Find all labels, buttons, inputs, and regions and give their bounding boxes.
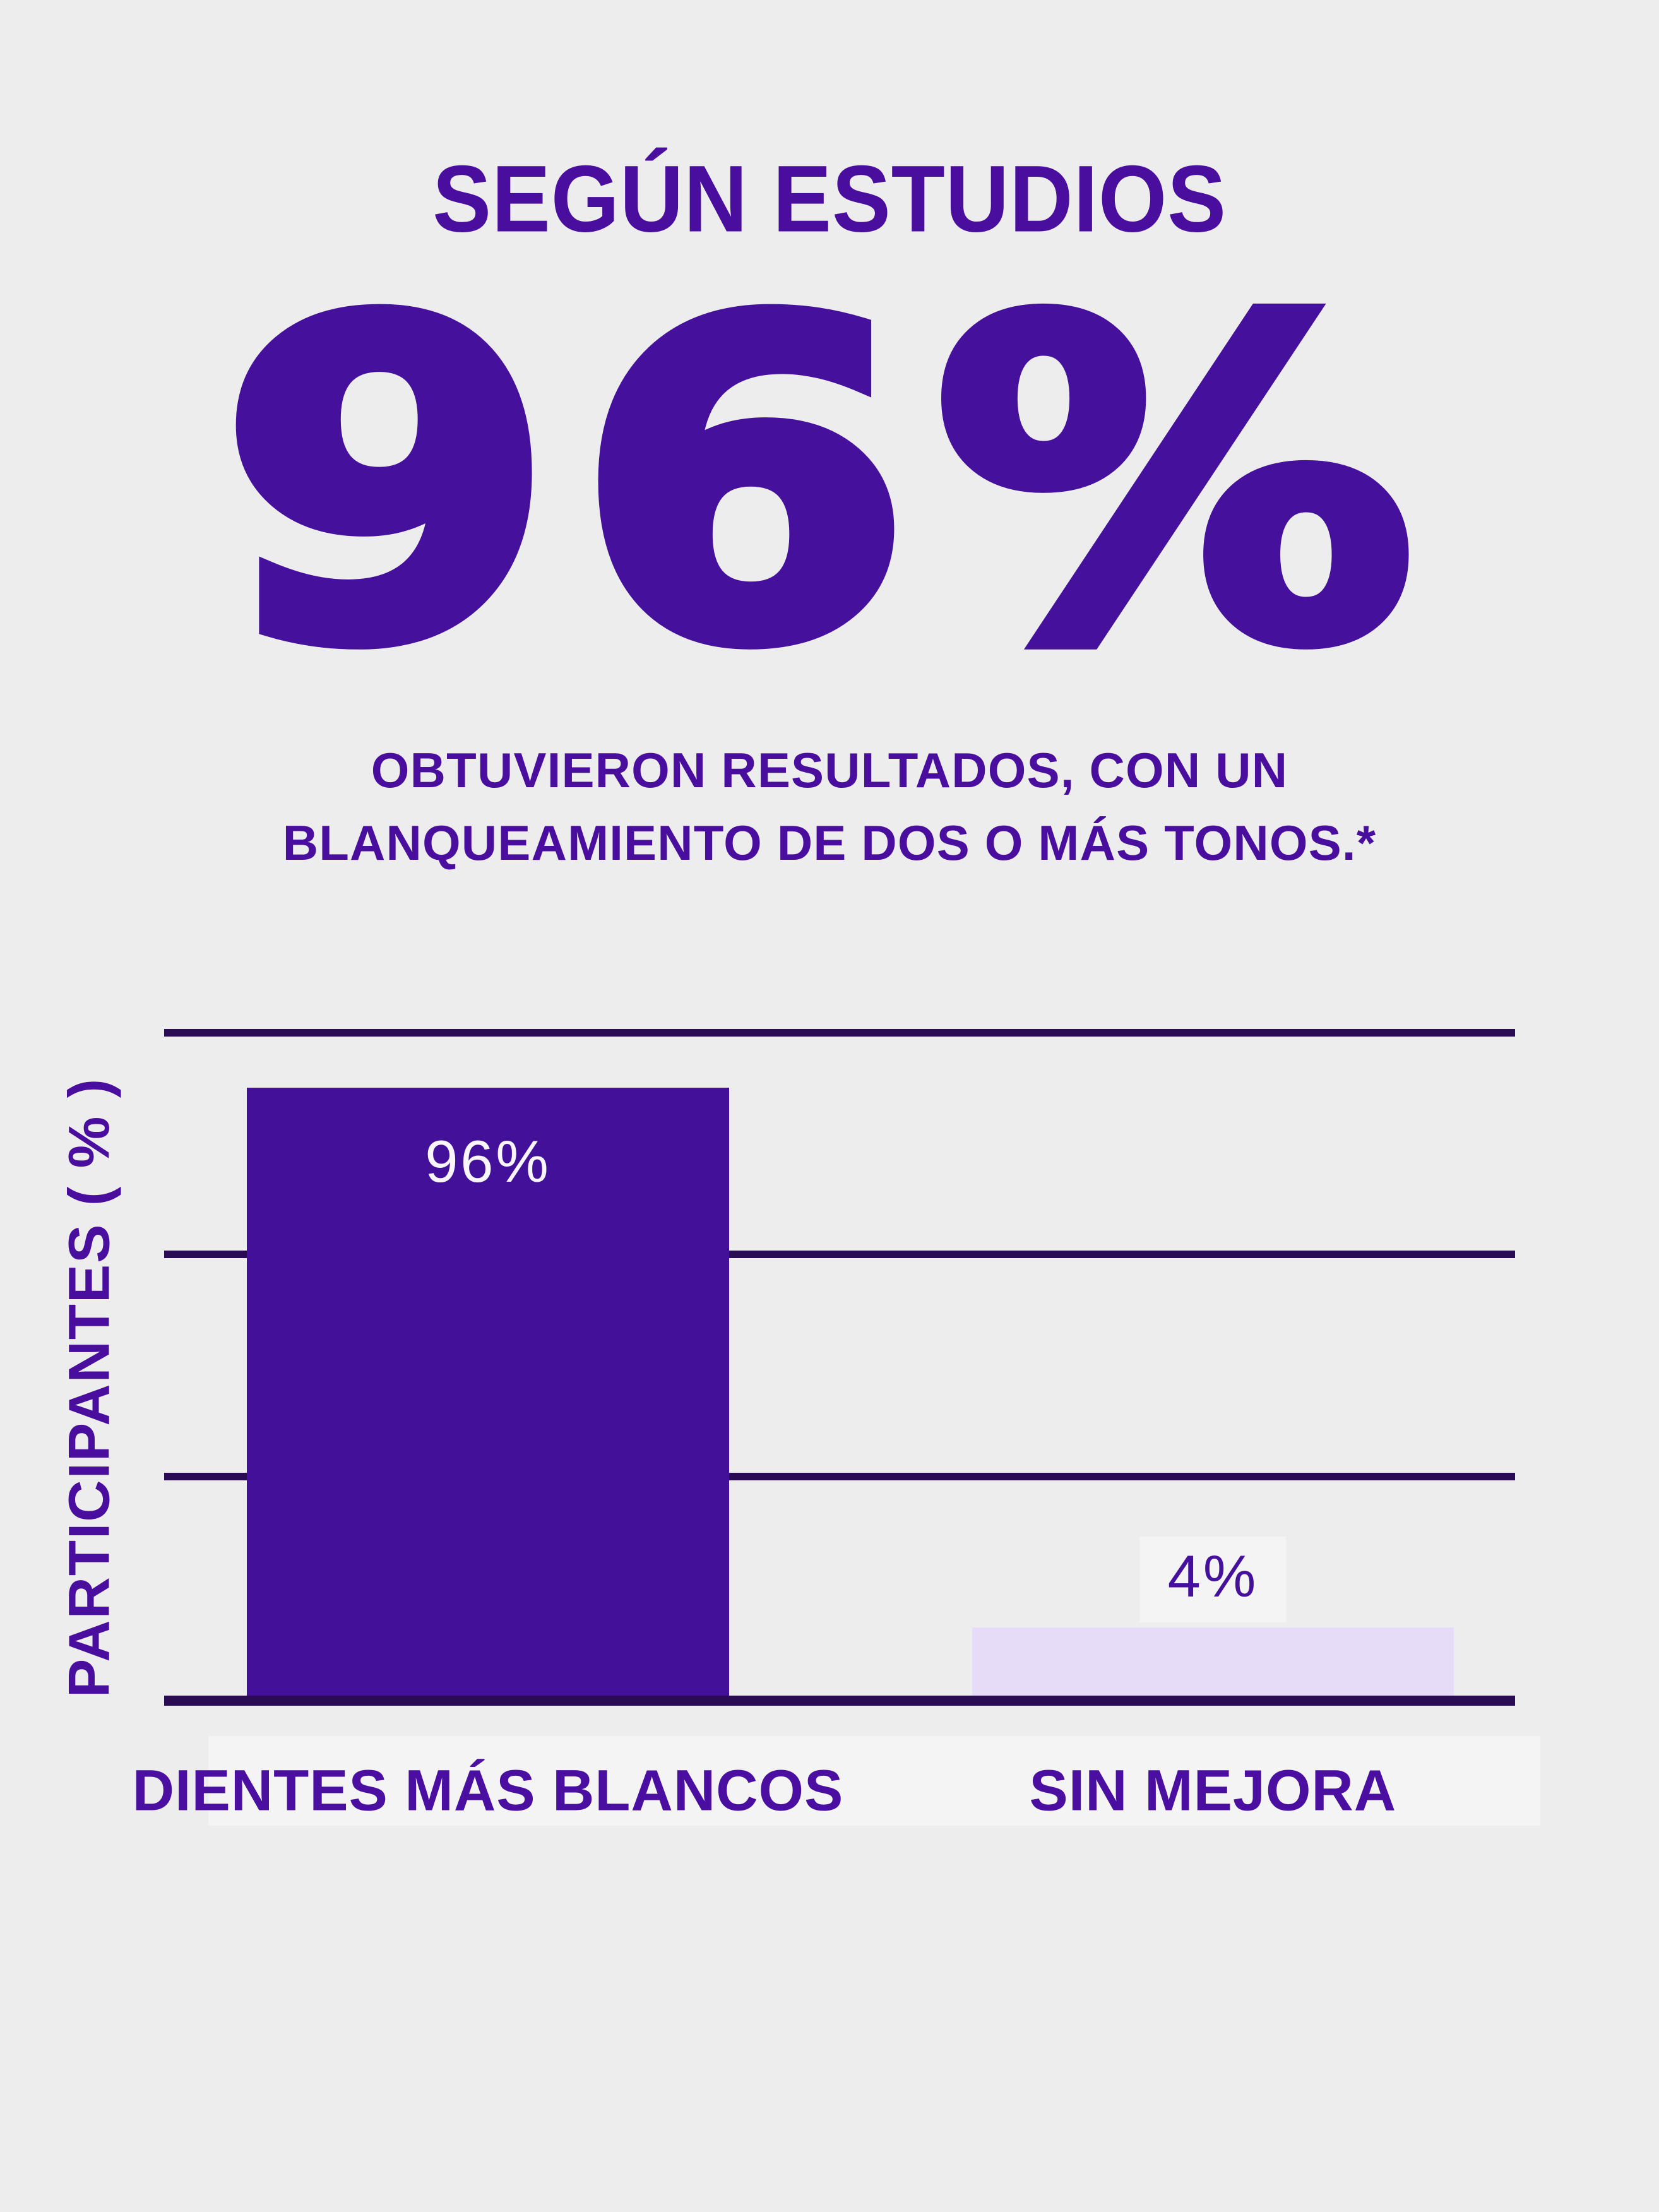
bar-value-label: 4% bbox=[1139, 1537, 1287, 1623]
subtitle-line-1: OBTUVIERON RESULTADOS, CON UN bbox=[371, 742, 1288, 798]
x-axis-labels-row: DIENTES MÁS BLANCOS SIN MEJORA bbox=[133, 1750, 1515, 1832]
bar-dientes-mas-blancos: 96% bbox=[246, 1087, 729, 1696]
bars-area: 96% 4% bbox=[164, 1029, 1515, 1696]
bar-sin-mejora: 4% bbox=[972, 1537, 1454, 1696]
subtitle: OBTUVIERON RESULTADOS, CON UN BLANQUEAMI… bbox=[104, 734, 1555, 879]
bar-value-label: 96% bbox=[425, 1127, 551, 1194]
x-axis-category-label: SIN MEJORA bbox=[1029, 1758, 1397, 1823]
x-axis-line bbox=[164, 1696, 1515, 1706]
subtitle-line-2: BLANQUEAMIENTO DE DOS O MÁS TONOS.* bbox=[282, 815, 1377, 871]
y-axis-label: PARTICIPANTES ( % ) bbox=[57, 1077, 122, 1698]
category-label-band bbox=[208, 1736, 1540, 1826]
x-axis-category-label: DIENTES MÁS BLANCOS bbox=[132, 1758, 844, 1823]
gridline bbox=[164, 1029, 1515, 1037]
kicker-title: SEGÚN ESTUDIOS bbox=[432, 145, 1227, 252]
headline-stat: 96% bbox=[211, 231, 1439, 738]
plot-area: 96% 4% bbox=[164, 1029, 1515, 1706]
